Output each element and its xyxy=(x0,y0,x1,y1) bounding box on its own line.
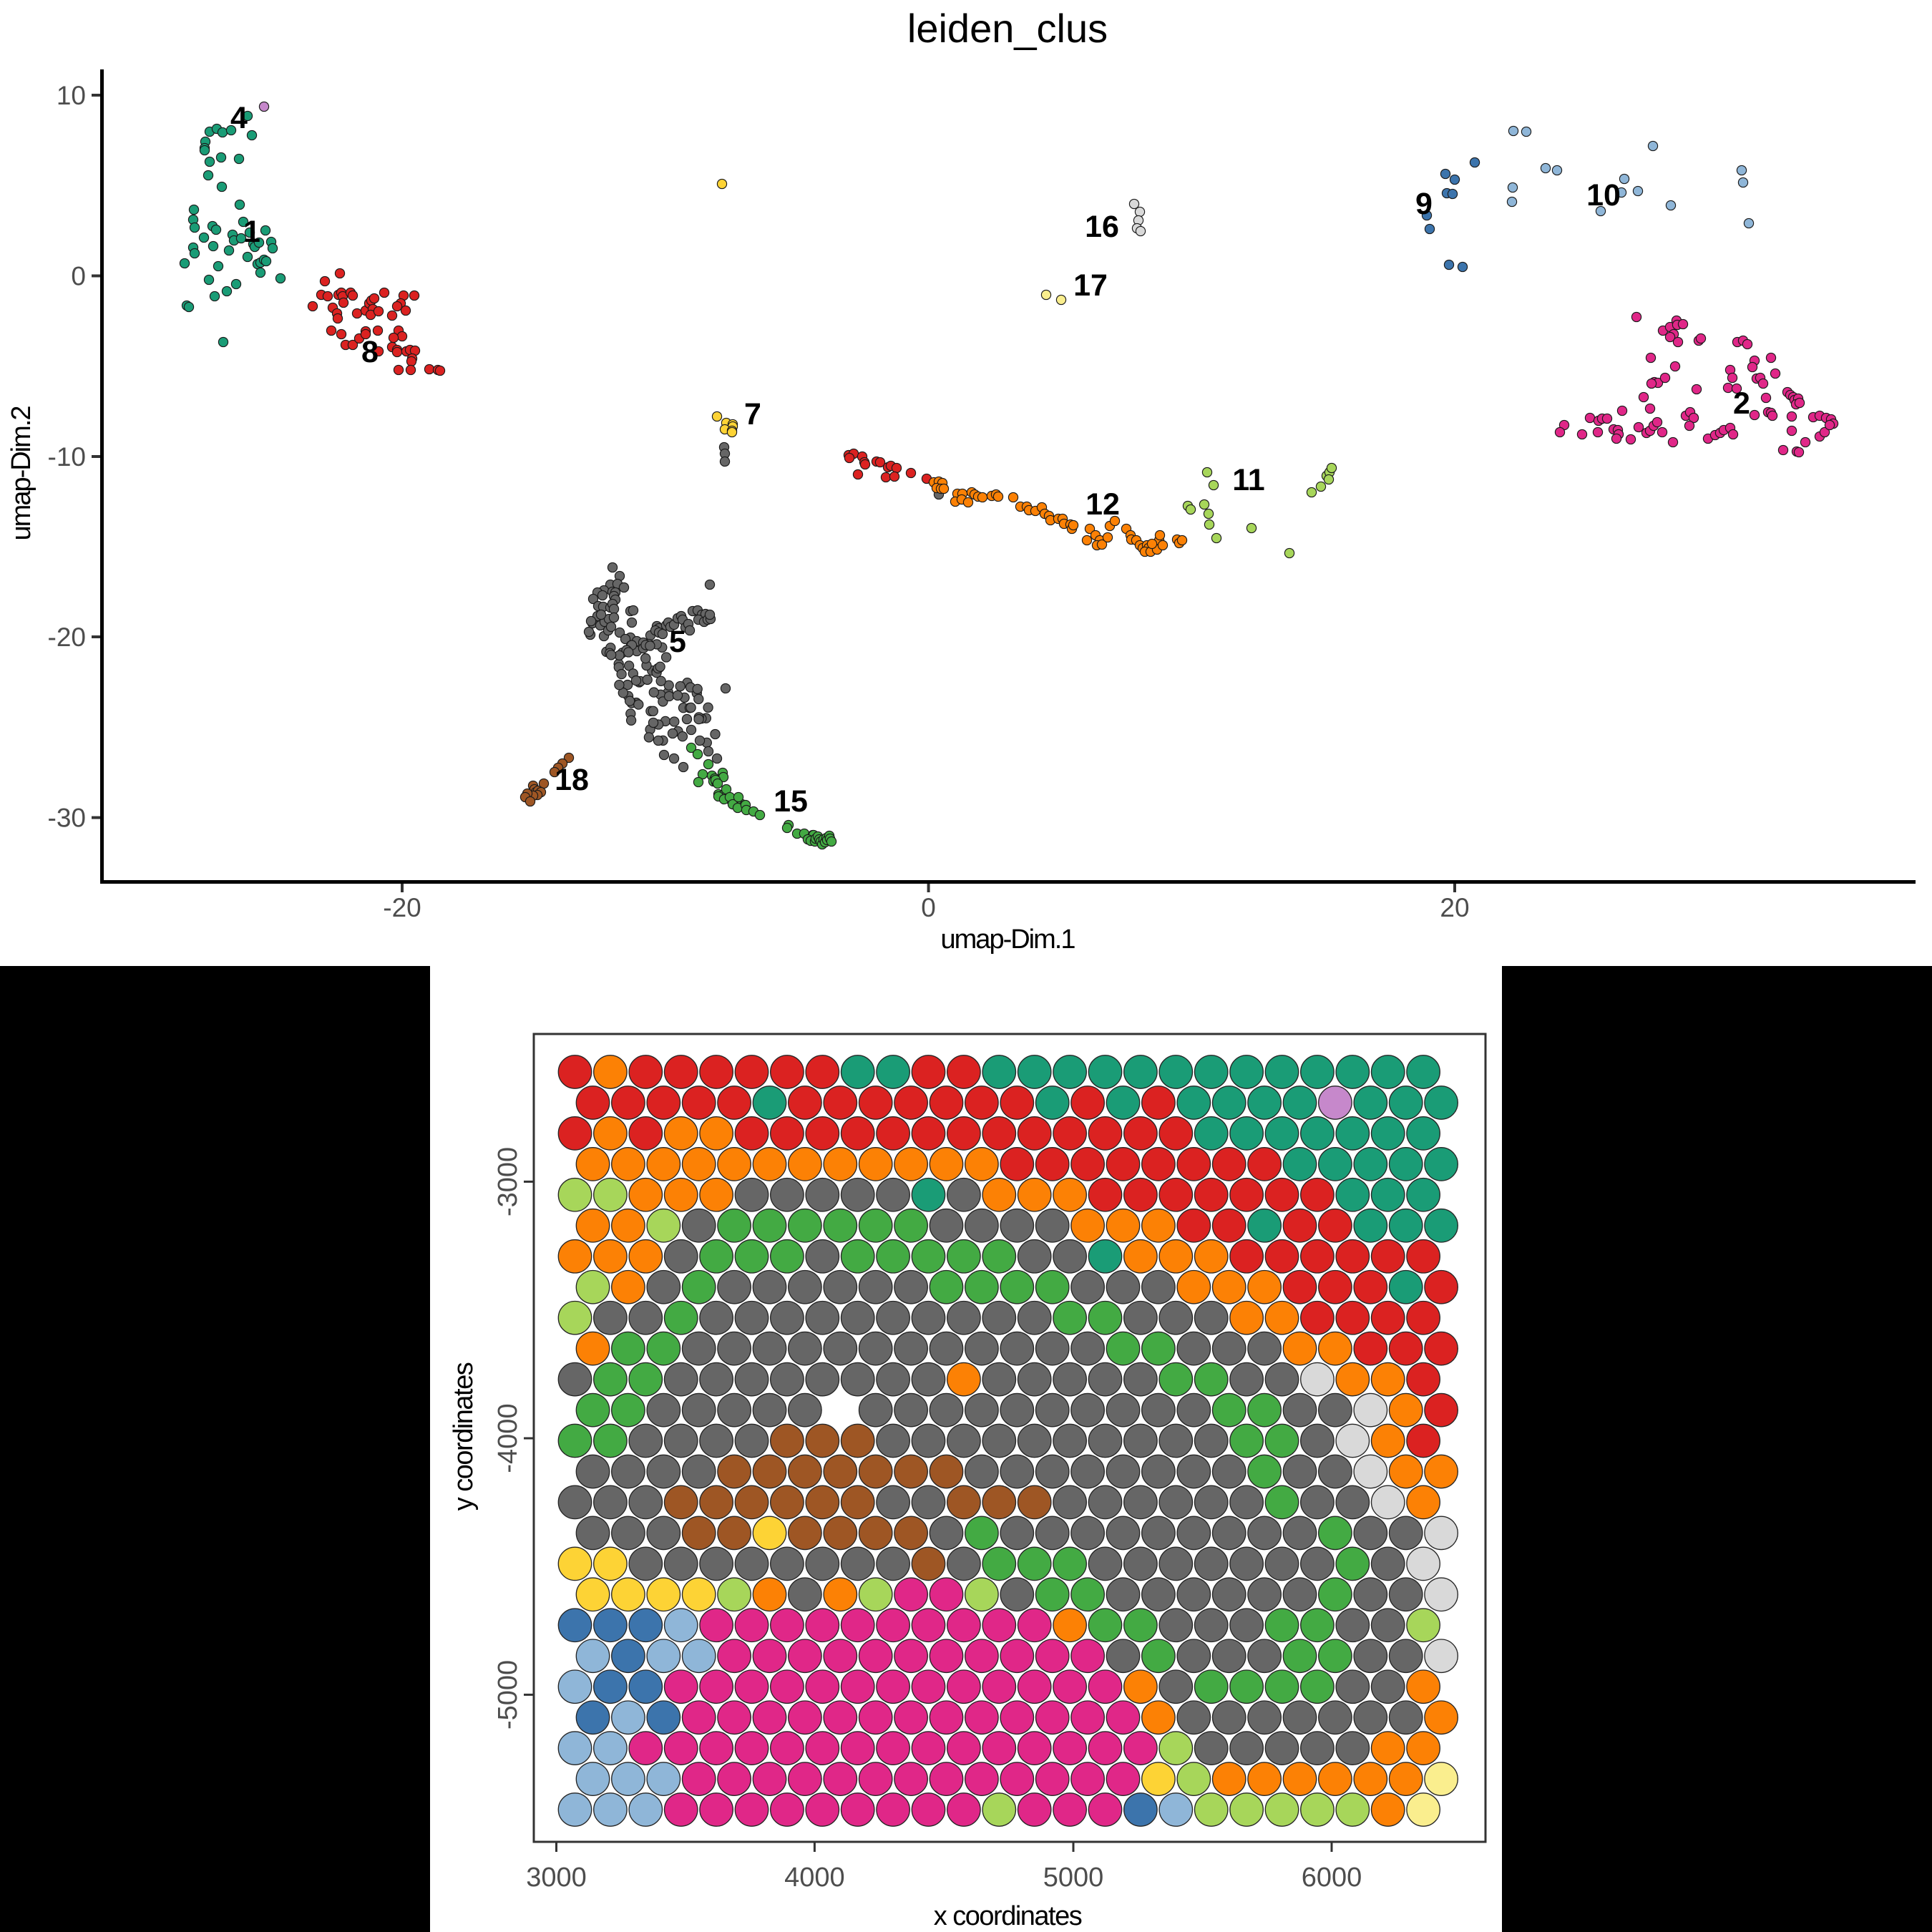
svg-text:4: 4 xyxy=(230,101,248,135)
svg-text:umap-Dim.2: umap-Dim.2 xyxy=(6,406,36,541)
svg-text:0: 0 xyxy=(921,893,936,922)
svg-text:y coordinates: y coordinates xyxy=(449,1362,479,1511)
svg-text:-4000: -4000 xyxy=(493,1403,523,1473)
svg-text:1: 1 xyxy=(243,215,260,249)
svg-text:9: 9 xyxy=(1415,187,1433,221)
svg-text:18: 18 xyxy=(555,763,589,797)
svg-text:20: 20 xyxy=(1440,893,1469,922)
svg-text:10: 10 xyxy=(57,81,86,110)
svg-text:15: 15 xyxy=(774,784,808,819)
svg-text:umap-Dim.1: umap-Dim.1 xyxy=(941,924,1075,955)
svg-text:-20: -20 xyxy=(383,893,421,922)
svg-text:11: 11 xyxy=(1232,463,1264,497)
svg-text:x coordinates: x coordinates xyxy=(934,1901,1082,1931)
svg-text:3000: 3000 xyxy=(526,1863,587,1893)
svg-text:10: 10 xyxy=(1586,178,1621,213)
svg-text:7: 7 xyxy=(744,397,761,431)
svg-text:12: 12 xyxy=(1085,487,1120,522)
svg-text:16: 16 xyxy=(1085,210,1119,244)
svg-text:5: 5 xyxy=(669,625,686,659)
svg-text:-30: -30 xyxy=(48,804,86,833)
svg-text:0: 0 xyxy=(71,262,86,291)
svg-text:-5000: -5000 xyxy=(493,1660,523,1729)
svg-text:2: 2 xyxy=(1733,386,1750,421)
svg-text:leiden_clus: leiden_clus xyxy=(907,6,1108,51)
svg-text:17: 17 xyxy=(1073,268,1108,303)
svg-text:8: 8 xyxy=(361,335,379,369)
svg-text:-20: -20 xyxy=(48,623,86,652)
svg-text:-3000: -3000 xyxy=(493,1147,523,1216)
svg-text:4000: 4000 xyxy=(784,1863,845,1893)
svg-text:-10: -10 xyxy=(48,442,86,472)
svg-text:6000: 6000 xyxy=(1302,1863,1362,1893)
svg-text:5000: 5000 xyxy=(1043,1863,1104,1893)
